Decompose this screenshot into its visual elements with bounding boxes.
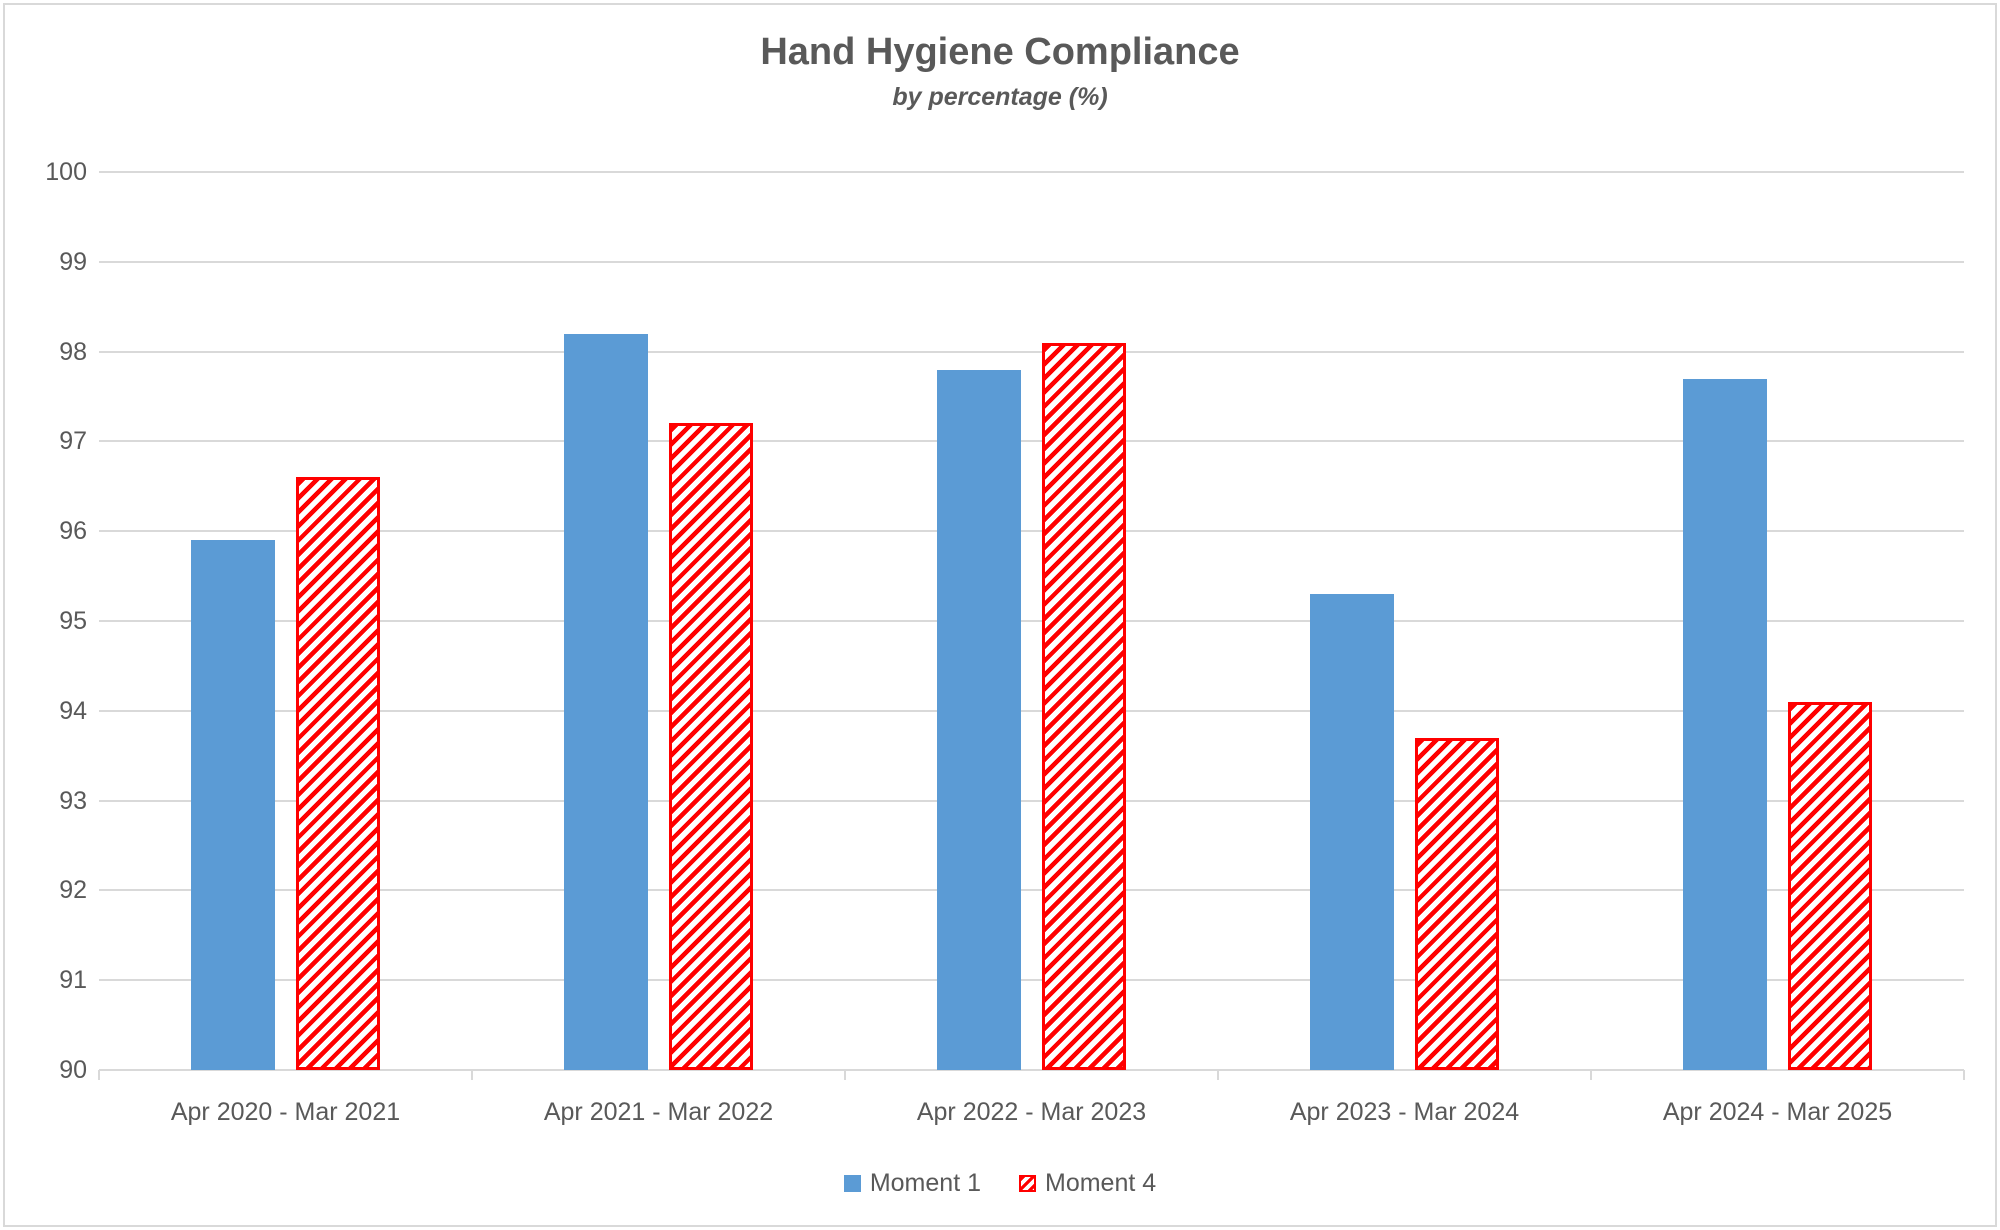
gridline-y-92 bbox=[99, 889, 1964, 891]
y-axis-tick-label: 97 bbox=[59, 427, 87, 455]
bar-moment-1-4 bbox=[1310, 594, 1394, 1070]
y-axis-tick-label: 92 bbox=[59, 876, 87, 904]
y-axis-tick-label: 90 bbox=[59, 1056, 87, 1084]
x-axis-tick bbox=[844, 1070, 846, 1080]
x-axis-tick bbox=[1590, 1070, 1592, 1080]
x-axis-tick bbox=[98, 1070, 100, 1080]
y-axis-tick-label: 98 bbox=[59, 338, 87, 366]
legend-label: Moment 4 bbox=[1045, 1169, 1157, 1197]
y-axis-tick-label: 99 bbox=[59, 248, 87, 276]
gridline-y-93 bbox=[99, 800, 1964, 802]
legend-label: Moment 1 bbox=[869, 1169, 981, 1197]
legend-swatch-solid-icon bbox=[843, 1175, 861, 1192]
y-axis-tick-label: 94 bbox=[59, 697, 87, 725]
legend-item-moment-4: Moment 4 bbox=[1019, 1169, 1156, 1198]
bar-moment-1-5 bbox=[1683, 379, 1767, 1070]
gridline-y-99 bbox=[99, 261, 1964, 263]
y-axis-tick-label: 91 bbox=[59, 966, 87, 994]
bar-moment-1-1 bbox=[191, 540, 275, 1070]
y-axis-tick-label: 95 bbox=[59, 607, 87, 635]
x-axis-tick bbox=[1217, 1070, 1219, 1080]
chart-subtitle: by percentage (%) bbox=[892, 83, 1108, 111]
x-axis-category-label: Apr 2020 - Mar 2021 bbox=[170, 1098, 401, 1126]
bar-moment-4-4 bbox=[1415, 738, 1499, 1070]
bar-moment-4-1 bbox=[296, 477, 380, 1070]
gridline-y-90 bbox=[99, 1069, 1964, 1071]
legend: Moment 1 Moment 4 bbox=[5, 1169, 1995, 1198]
gridline-y-95 bbox=[99, 620, 1964, 622]
x-axis-category-label: Apr 2022 - Mar 2023 bbox=[916, 1098, 1147, 1126]
x-axis-category-label: Apr 2023 - Mar 2024 bbox=[1289, 1098, 1520, 1126]
bar-moment-1-3 bbox=[937, 370, 1021, 1070]
bar-moment-4-5 bbox=[1788, 702, 1872, 1070]
legend-swatch-hatched-icon bbox=[1019, 1175, 1036, 1192]
bar-moment-4-3 bbox=[1042, 343, 1126, 1070]
chart-title: Hand Hygiene Compliance bbox=[760, 31, 1240, 73]
bar-moment-4-2 bbox=[669, 423, 753, 1070]
gridline-y-98 bbox=[99, 351, 1964, 353]
x-axis-category-label: Apr 2024 - Mar 2025 bbox=[1662, 1098, 1893, 1126]
gridline-y-97 bbox=[99, 440, 1964, 442]
gridline-y-91 bbox=[99, 979, 1964, 981]
bar-moment-1-2 bbox=[564, 334, 648, 1070]
y-axis-tick-label: 96 bbox=[59, 517, 87, 545]
legend-item-moment-1: Moment 1 bbox=[843, 1169, 981, 1198]
y-axis-tick-label: 93 bbox=[59, 787, 87, 815]
x-axis-category-label: Apr 2021 - Mar 2022 bbox=[543, 1098, 774, 1126]
gridline-y-94 bbox=[99, 710, 1964, 712]
x-axis-tick bbox=[1963, 1070, 1965, 1080]
y-axis-tick-label: 100 bbox=[45, 158, 87, 186]
gridline-y-100 bbox=[99, 171, 1964, 173]
gridline-y-96 bbox=[99, 530, 1964, 532]
chart-frame: Hand Hygiene Compliance by percentage (%… bbox=[3, 3, 1997, 1227]
x-axis-tick bbox=[471, 1070, 473, 1080]
